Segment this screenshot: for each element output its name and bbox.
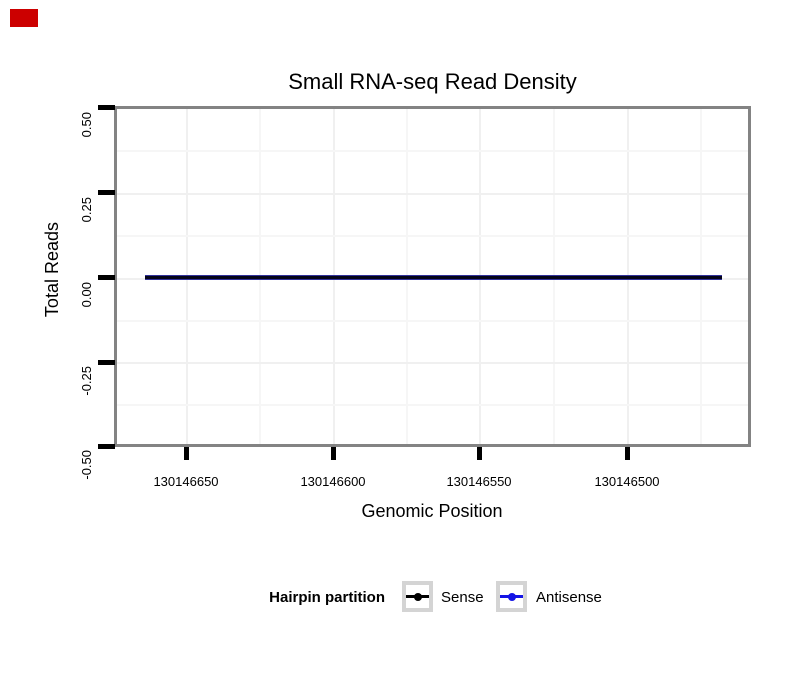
sense-point-glyph — [413, 592, 422, 601]
x-tick — [331, 447, 336, 460]
x-tick-label: 130146500 — [594, 474, 660, 489]
gridline-h-major — [117, 362, 748, 364]
legend-label-antisense: Antisense — [536, 589, 602, 606]
x-tick — [184, 447, 189, 460]
y-tick — [98, 105, 115, 110]
gridline-h-minor — [117, 150, 748, 152]
gridline-h-minor — [117, 404, 748, 406]
x-tick-label: 130146600 — [300, 474, 366, 489]
chart-title: Small RNA-seq Read Density — [288, 69, 577, 94]
y-axis-title: Total Reads — [42, 222, 62, 318]
y-tick-label: -0.25 — [79, 366, 94, 396]
y-tick — [98, 275, 115, 280]
x-axis-title: Genomic Position — [361, 501, 503, 521]
x-tick-label: 130146650 — [153, 474, 219, 489]
legend-title: Hairpin partition — [269, 589, 385, 606]
data-line-antisense — [145, 275, 722, 280]
gridline-h-minor — [117, 235, 748, 237]
legend-label-sense: Sense — [441, 589, 484, 606]
x-tick-label: 130146550 — [446, 474, 512, 489]
legend-key-sense — [402, 581, 433, 612]
y-tick — [98, 360, 115, 365]
legend-key-antisense — [496, 581, 527, 612]
x-tick — [477, 447, 482, 460]
gridline-h-minor — [117, 320, 748, 322]
y-tick — [98, 444, 115, 449]
gridline-h-major — [117, 193, 748, 195]
x-tick — [625, 447, 630, 460]
y-tick-label: 0.50 — [79, 112, 94, 138]
capture-marker — [10, 9, 38, 27]
data-line-sense — [145, 276, 722, 279]
y-tick-label: 0.25 — [79, 197, 94, 223]
y-tick-label: -0.50 — [79, 450, 94, 480]
y-tick-label: 0.00 — [79, 282, 94, 308]
antisense-point-glyph — [507, 592, 516, 601]
y-tick — [98, 190, 115, 195]
